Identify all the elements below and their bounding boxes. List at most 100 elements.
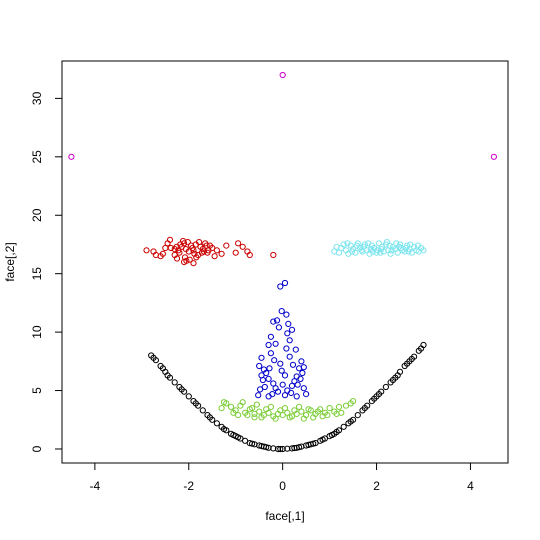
data-point	[257, 386, 264, 393]
data-point	[394, 249, 401, 256]
data-point	[277, 283, 284, 290]
data-point	[223, 242, 230, 249]
data-point	[283, 345, 290, 352]
data-point	[235, 434, 242, 441]
data-point	[297, 375, 304, 382]
y-axis-label: face[,2]	[3, 242, 17, 281]
data-point	[353, 242, 360, 249]
data-point	[354, 412, 361, 419]
y-axis: 0 5 10 15 20 25 30	[30, 91, 63, 452]
data-point	[294, 381, 301, 388]
data-point	[365, 240, 372, 247]
data-point	[258, 443, 265, 450]
data-point	[267, 350, 274, 357]
data-point	[310, 440, 317, 447]
x-axis-label: face[,1]	[265, 509, 304, 523]
data-point	[178, 386, 185, 393]
data-point	[242, 437, 249, 444]
data-point	[291, 378, 298, 385]
data-point	[296, 444, 303, 451]
data-point	[291, 407, 298, 414]
data-point	[263, 369, 270, 377]
data-point	[261, 383, 268, 391]
data-point	[292, 346, 299, 353]
data-point	[272, 415, 279, 422]
data-point	[258, 372, 265, 379]
data-point	[265, 341, 272, 349]
data-point	[352, 249, 359, 256]
data-point	[258, 414, 265, 421]
data-point	[271, 357, 278, 364]
data-point	[285, 320, 292, 327]
data-point	[273, 317, 281, 324]
data-point	[213, 247, 220, 254]
data-point	[181, 258, 188, 266]
x-tick-label: 0	[279, 479, 286, 493]
data-point	[167, 244, 174, 252]
data-point	[239, 243, 246, 250]
data-point	[420, 247, 427, 254]
y-tick-label: 20	[30, 208, 44, 222]
data-point	[405, 248, 412, 255]
data-point	[338, 244, 345, 252]
data-point	[193, 254, 200, 261]
data-point	[371, 395, 378, 402]
data-point	[283, 311, 290, 318]
data-point	[379, 243, 386, 250]
data-point	[360, 243, 367, 250]
y-tick-label: 5	[30, 387, 44, 394]
points-layer	[68, 71, 497, 453]
data-point	[239, 399, 246, 406]
data-point	[220, 399, 228, 406]
data-point	[211, 253, 218, 260]
data-point	[277, 360, 284, 367]
data-point	[274, 388, 282, 395]
data-point	[190, 260, 197, 267]
data-point	[244, 412, 251, 419]
data-point	[389, 376, 397, 384]
data-point	[408, 249, 415, 256]
data-point	[251, 410, 258, 417]
data-point	[269, 391, 276, 398]
data-point	[275, 324, 282, 331]
data-point	[255, 392, 262, 399]
data-point	[335, 249, 343, 256]
data-point	[284, 330, 291, 337]
data-point	[246, 251, 253, 259]
data-point	[338, 409, 345, 416]
data-point	[230, 409, 237, 416]
data-point	[333, 428, 340, 436]
data-point	[218, 405, 225, 412]
data-point	[375, 391, 382, 398]
data-point	[230, 431, 237, 439]
data-point	[218, 250, 225, 257]
data-point	[288, 326, 296, 333]
data-point	[203, 242, 210, 249]
x-tick-label: -4	[90, 479, 101, 493]
data-point	[182, 246, 189, 253]
data-point	[386, 242, 393, 249]
data-point	[288, 389, 295, 396]
data-point	[335, 403, 343, 410]
y-tick-label: 0	[30, 445, 44, 452]
data-point	[350, 398, 357, 405]
data-point	[490, 153, 497, 160]
data-point	[266, 365, 273, 372]
data-point	[289, 361, 297, 368]
data-point	[404, 360, 411, 367]
data-point	[375, 240, 382, 247]
data-point	[286, 353, 293, 360]
data-point	[272, 340, 279, 347]
data-point	[284, 409, 291, 416]
data-point	[258, 354, 265, 361]
data-point	[314, 408, 321, 415]
y-tick-label: 10	[30, 325, 44, 339]
data-point	[189, 244, 196, 252]
data-point	[249, 405, 256, 412]
x-tick-label: 2	[373, 479, 380, 493]
data-point	[286, 337, 293, 344]
data-point	[270, 318, 277, 325]
data-point	[191, 250, 198, 257]
data-point	[288, 382, 296, 389]
